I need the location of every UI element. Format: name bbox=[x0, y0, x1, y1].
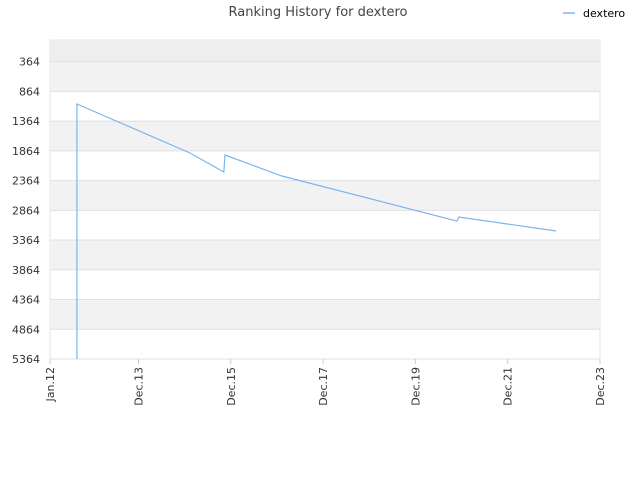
y-tick-label: 4364 bbox=[12, 294, 40, 307]
plot-band bbox=[50, 240, 600, 270]
plot-band bbox=[50, 61, 600, 92]
y-tick-label: 4864 bbox=[12, 323, 40, 336]
x-tick-label: Dec.15 bbox=[225, 367, 238, 406]
plot-band bbox=[50, 299, 600, 330]
y-tick-label: 2864 bbox=[12, 204, 40, 217]
y-tick-label: 3864 bbox=[12, 264, 40, 277]
x-tick-label: Dec.23 bbox=[594, 367, 607, 406]
x-tick-label: Dec.21 bbox=[502, 367, 515, 406]
plot-band bbox=[50, 40, 600, 62]
chart-title: Ranking History for dextero bbox=[229, 5, 408, 20]
line-series bbox=[76, 103, 557, 359]
x-tick-label: Dec.13 bbox=[132, 367, 145, 406]
x-tick-label: Dec.17 bbox=[317, 367, 330, 406]
legend-label: dextero bbox=[583, 7, 625, 20]
x-tick-label: Jan.12 bbox=[44, 367, 57, 402]
y-tick-label: 864 bbox=[19, 85, 40, 98]
y-tick-label: 2364 bbox=[12, 175, 40, 188]
y-tick-label: 3364 bbox=[12, 234, 40, 247]
y-tick-label: 5364 bbox=[12, 353, 40, 366]
y-tick-label: 364 bbox=[19, 56, 40, 69]
plot-band bbox=[50, 180, 600, 211]
y-tick-label: 1364 bbox=[12, 115, 40, 128]
y-tick-label: 1864 bbox=[12, 145, 40, 158]
plot-band bbox=[50, 121, 600, 151]
x-tick-label: Dec.19 bbox=[409, 367, 422, 406]
